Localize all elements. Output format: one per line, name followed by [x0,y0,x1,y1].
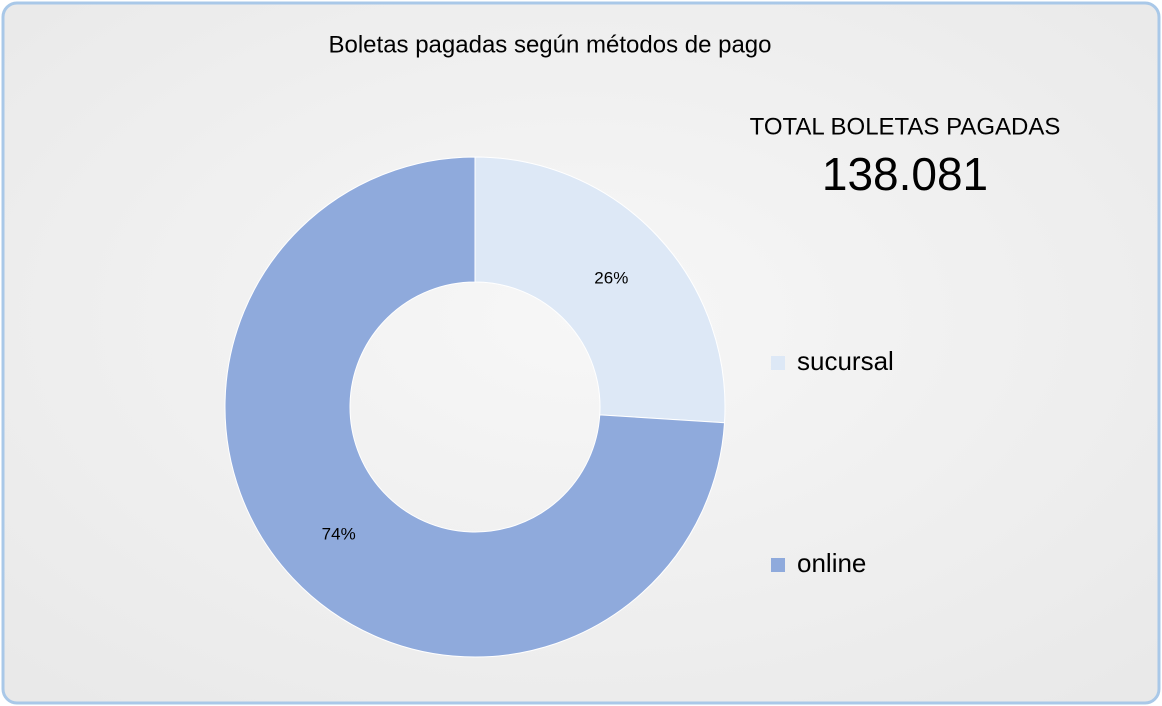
data-label: 26% [594,268,628,287]
annotation: 138.081 [822,148,988,200]
donut-segment [224,156,726,658]
data-label: 74% [322,524,356,543]
legend-swatch [771,356,785,370]
legend-label: sucursal [797,346,894,376]
legend-label: online [797,548,866,578]
annotation: TOTAL BOLETAS PAGADAS [750,113,1061,140]
legend-swatch [771,558,785,572]
donut-segment [474,156,726,424]
chart-title: Boletas pagadas según métodos de pago [328,31,771,58]
